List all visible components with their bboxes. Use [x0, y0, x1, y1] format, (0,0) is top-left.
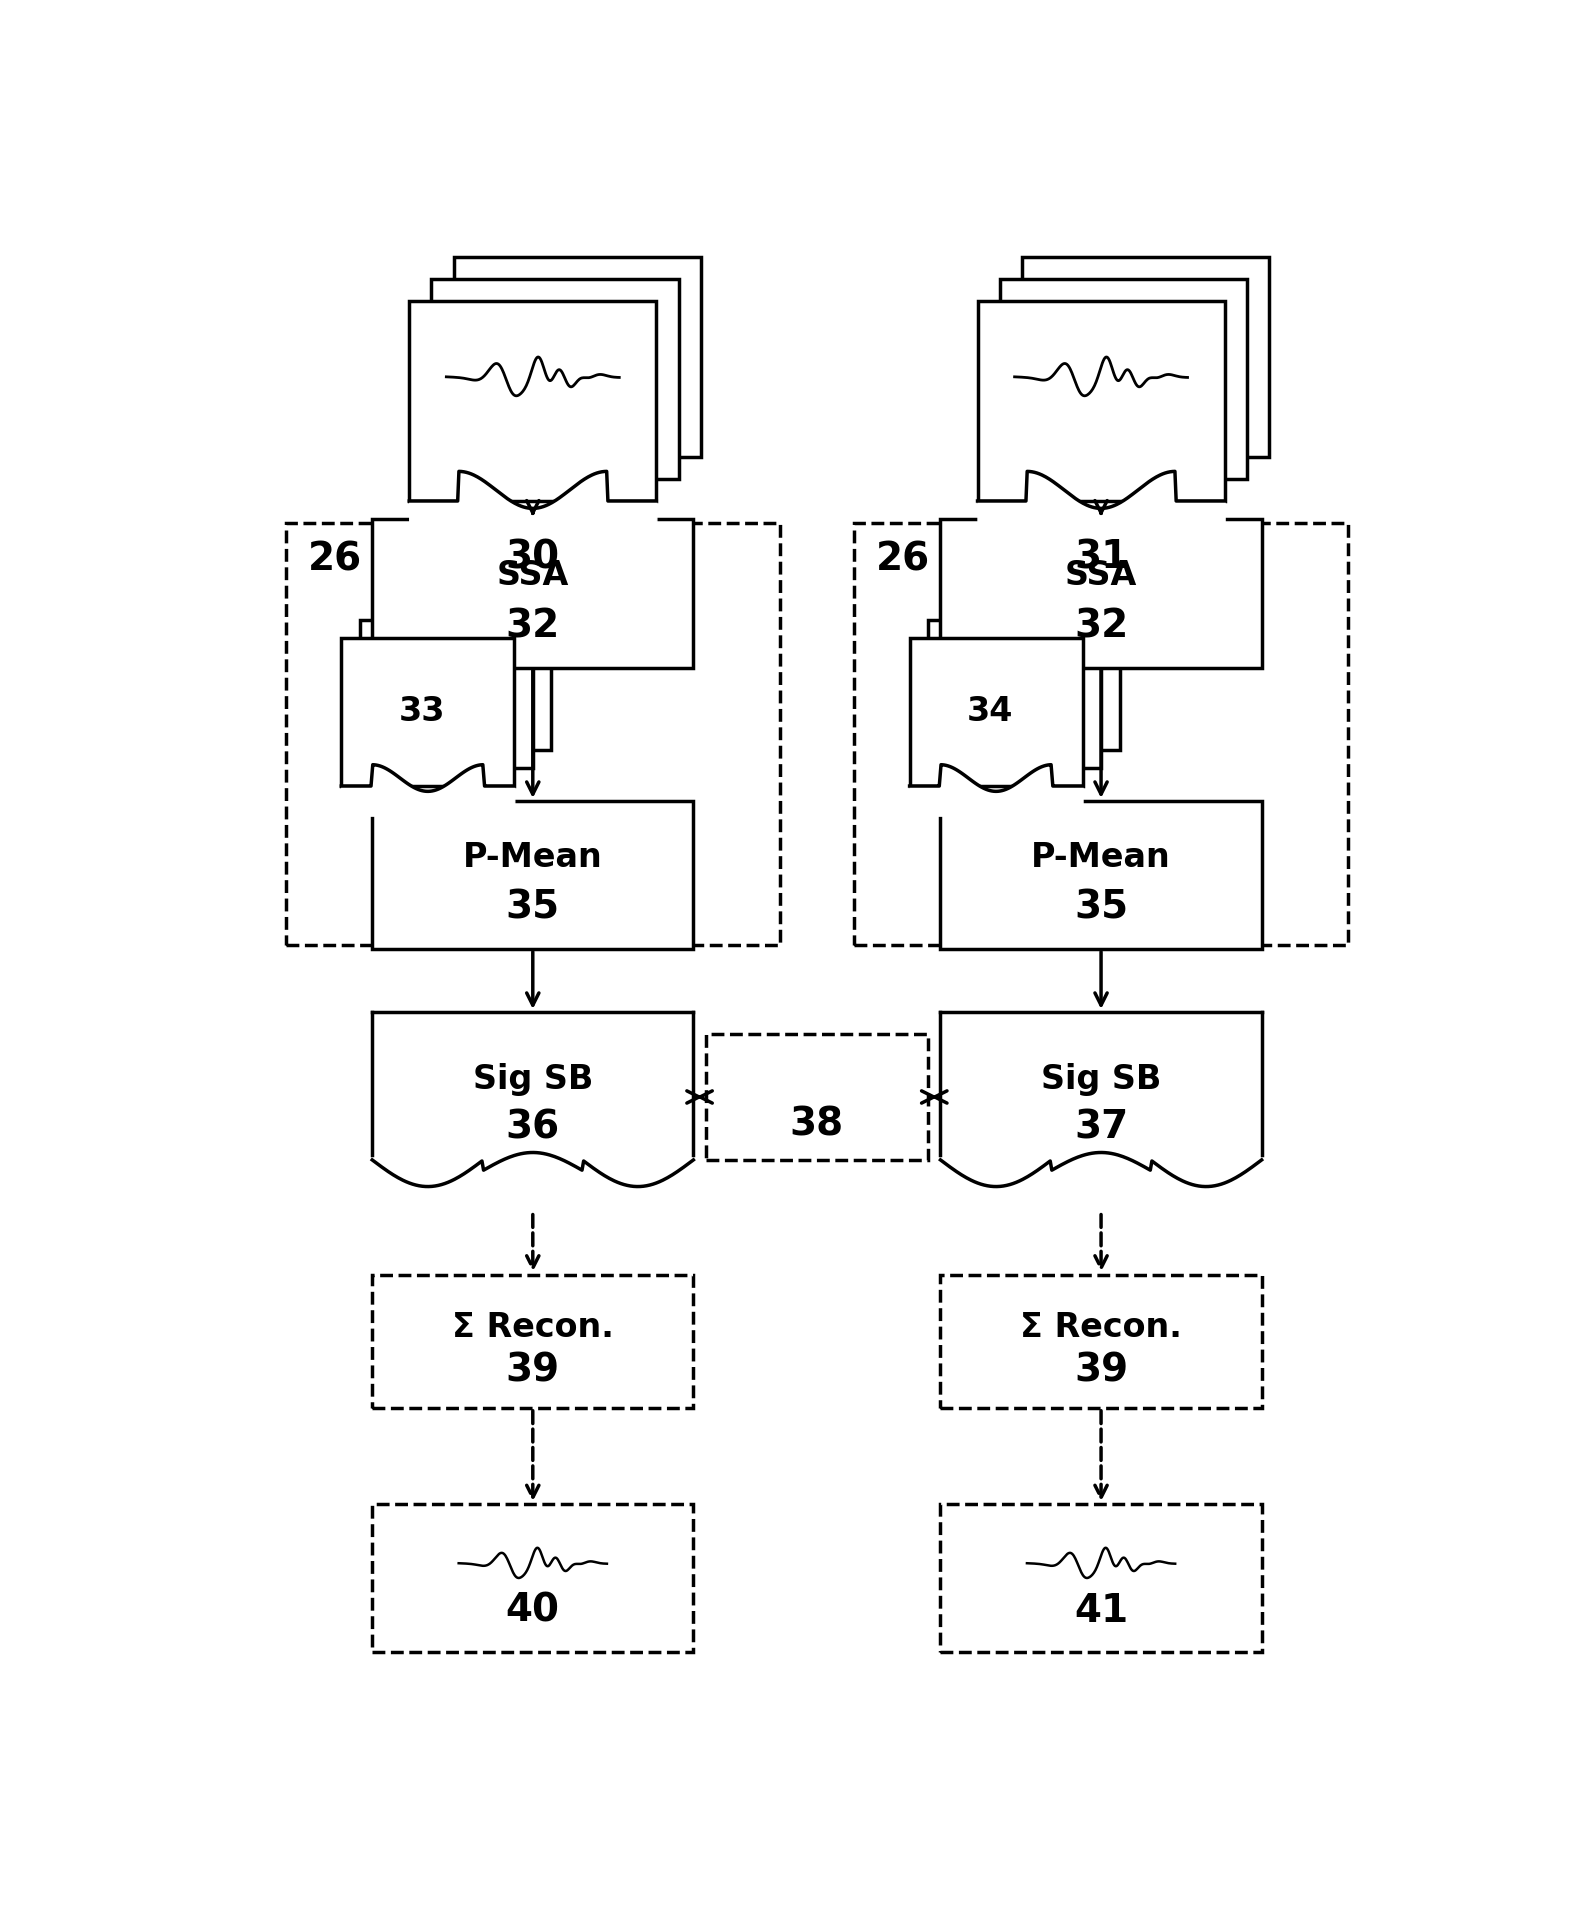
- Text: 32: 32: [1074, 608, 1129, 644]
- Bar: [378, 602, 552, 750]
- Bar: [940, 800, 1262, 948]
- Bar: [454, 256, 701, 456]
- Bar: [977, 302, 1224, 502]
- Text: 40: 40: [505, 1592, 559, 1631]
- Text: Σ Recon.: Σ Recon.: [1020, 1311, 1183, 1344]
- Bar: [854, 523, 1349, 946]
- Text: SSA: SSA: [497, 560, 569, 592]
- Bar: [940, 1504, 1262, 1652]
- Bar: [940, 1275, 1262, 1408]
- Bar: [940, 1011, 1262, 1183]
- Text: 31: 31: [1074, 538, 1129, 577]
- Text: 26: 26: [877, 540, 931, 579]
- Bar: [373, 1504, 693, 1652]
- Text: SSA: SSA: [1065, 560, 1137, 592]
- Text: P-Mean: P-Mean: [462, 840, 603, 873]
- Text: 37: 37: [1074, 1110, 1129, 1146]
- Bar: [947, 602, 1119, 750]
- Bar: [373, 519, 693, 667]
- Text: 39: 39: [505, 1352, 559, 1390]
- Text: 35: 35: [505, 888, 559, 927]
- Bar: [999, 279, 1247, 479]
- Bar: [285, 523, 779, 946]
- Text: Σ Recon.: Σ Recon.: [451, 1311, 614, 1344]
- Text: Sig SB: Sig SB: [1041, 1063, 1162, 1096]
- Text: 33: 33: [398, 696, 445, 729]
- Bar: [373, 1011, 693, 1183]
- Bar: [910, 638, 1082, 787]
- Bar: [360, 621, 532, 769]
- Text: 41: 41: [1074, 1592, 1129, 1631]
- Text: 32: 32: [505, 608, 559, 644]
- Bar: [940, 519, 1262, 667]
- Text: 36: 36: [505, 1110, 559, 1146]
- Text: 38: 38: [791, 1106, 843, 1144]
- Text: 26: 26: [308, 540, 362, 579]
- Bar: [1022, 256, 1269, 456]
- Text: 34: 34: [966, 696, 1014, 729]
- Text: 30: 30: [505, 538, 559, 577]
- Bar: [410, 302, 657, 502]
- Text: P-Mean: P-Mean: [1031, 840, 1172, 873]
- Text: Sig SB: Sig SB: [472, 1063, 593, 1096]
- Bar: [373, 1275, 693, 1408]
- Bar: [432, 279, 679, 479]
- Bar: [341, 638, 515, 787]
- Bar: [928, 621, 1101, 769]
- Bar: [373, 800, 693, 948]
- Text: 35: 35: [1074, 888, 1129, 927]
- Text: 39: 39: [1074, 1352, 1129, 1390]
- Bar: [706, 1035, 928, 1160]
